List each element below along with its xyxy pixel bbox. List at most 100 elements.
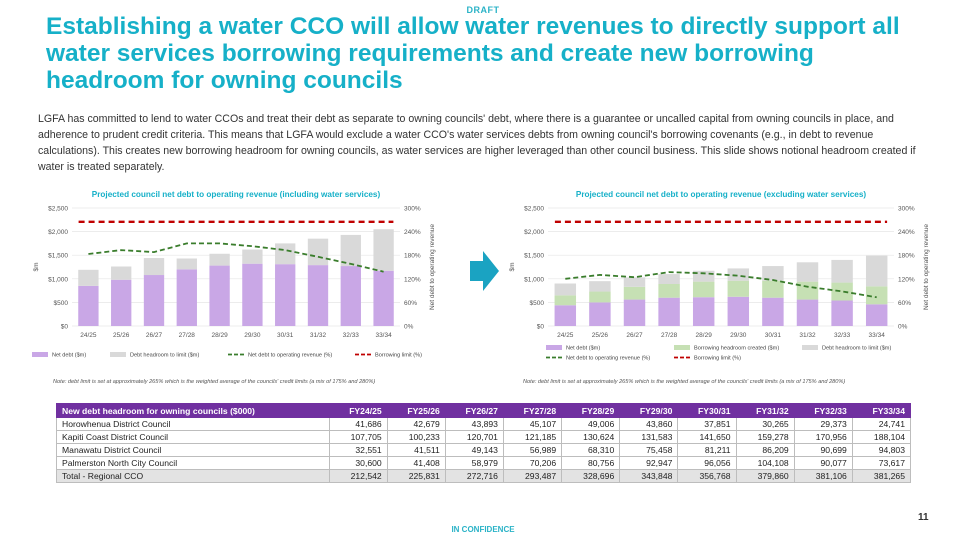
bar xyxy=(143,258,165,276)
bar xyxy=(796,262,819,282)
confidence-label: IN CONFIDENCE xyxy=(451,525,515,534)
bar xyxy=(340,266,361,326)
headroom-table: New debt headroom for owning councils ($… xyxy=(56,403,912,483)
bar xyxy=(865,255,888,287)
table-cell: 49,006 xyxy=(561,417,621,431)
slide-title: Establishing a water CCO will allow wate… xyxy=(46,13,900,94)
y2-tick-label: 0% xyxy=(898,324,908,331)
table-cell: 41,408 xyxy=(386,456,446,470)
x-tick-label: 29/30 xyxy=(730,332,747,339)
table-row-label: Manawatu District Council xyxy=(56,443,330,457)
bar xyxy=(373,229,394,271)
y2-tick-label: 300% xyxy=(404,206,421,213)
table-cell: 356,768 xyxy=(677,469,737,483)
y2-axis-label: Net debt to operating revenue xyxy=(923,224,930,310)
table-row: Kapiti Coast District Council 107,705 100,… xyxy=(56,430,912,444)
y-axis-label: $m xyxy=(509,262,516,271)
chart-excluding-water: Projected council net debt to operating … xyxy=(506,186,944,371)
x-tick-label: 27/28 xyxy=(179,332,196,339)
x-tick-label: 33/34 xyxy=(375,332,392,339)
table-cell: 43,860 xyxy=(619,417,679,431)
table-row-label: Horowhenua District Council xyxy=(56,417,330,431)
table-cell: 120,701 xyxy=(444,430,504,444)
table-cell: 37,851 xyxy=(677,417,737,431)
bar xyxy=(727,280,750,297)
legend-label: Borrowing limit (%) xyxy=(694,356,741,362)
bar xyxy=(589,291,611,303)
bar xyxy=(589,281,611,292)
table-cell: 381,265 xyxy=(851,469,912,483)
x-tick-label: 30/31 xyxy=(765,332,782,339)
bar xyxy=(727,296,750,326)
bar xyxy=(623,277,646,287)
bar xyxy=(692,270,715,282)
bar xyxy=(307,238,329,266)
table-cell: 68,310 xyxy=(561,443,621,457)
table-total-row: Total - Regional CCO 212,542 225,831 272,71… xyxy=(56,469,912,483)
x-tick-label: 31/32 xyxy=(799,332,816,339)
bar xyxy=(727,268,750,281)
table-cell: 343,848 xyxy=(619,469,679,483)
table-cell: 104,108 xyxy=(735,456,795,470)
y-tick-label: $500 xyxy=(530,300,545,307)
x-tick-label: 26/27 xyxy=(146,332,163,339)
table-cell: 73,617 xyxy=(851,456,912,470)
bar xyxy=(143,275,165,326)
y2-tick-label: 0% xyxy=(404,324,414,331)
table-row: Horowhenua District Council 41,686 42,679 4… xyxy=(56,417,912,431)
legend-swatch xyxy=(32,352,48,357)
table-cell: 94,803 xyxy=(851,443,912,457)
bar xyxy=(692,297,715,326)
table-row-label: Kapiti Coast District Council xyxy=(56,430,330,444)
y-tick-label: $2,000 xyxy=(524,229,544,236)
bar xyxy=(762,280,784,298)
ratio-line xyxy=(565,271,877,299)
table-header-cell: FY31/32 xyxy=(735,403,795,418)
table-cell: 92,947 xyxy=(619,456,679,470)
chart-note-right: Note: debt limit is set at approximately… xyxy=(523,379,846,385)
x-tick-label: 30/31 xyxy=(277,332,294,339)
y-tick-label: $1,500 xyxy=(48,253,68,260)
table-cell: 90,699 xyxy=(793,443,853,457)
table-row-label: Palmerston North City Council xyxy=(56,456,330,470)
bar xyxy=(865,304,888,326)
table-cell: 159,278 xyxy=(735,430,795,444)
chart-excluding-water-svg: Projected council net debt to operating … xyxy=(509,190,930,362)
x-tick-label: 24/25 xyxy=(80,332,97,339)
bar xyxy=(111,279,132,326)
draft-label: DRAFT xyxy=(466,5,500,15)
bar xyxy=(589,302,611,326)
bar xyxy=(762,297,784,326)
legend-swatch xyxy=(802,345,818,350)
bar xyxy=(275,243,296,265)
y2-axis-label: Net debt to operating revenue xyxy=(429,224,436,310)
x-tick-label: 28/29 xyxy=(696,332,713,339)
y2-tick-label: 240% xyxy=(898,229,915,236)
bar xyxy=(554,295,577,306)
legend-swatch xyxy=(546,345,562,350)
table-cell: 188,104 xyxy=(851,430,912,444)
table-cell: 225,831 xyxy=(386,469,446,483)
chart-note-left: Note: debt limit is set at approximately… xyxy=(53,379,376,385)
y-tick-label: $1,000 xyxy=(48,276,68,283)
bar xyxy=(176,269,197,326)
y2-tick-label: 120% xyxy=(404,276,421,283)
table-cell: 107,705 xyxy=(328,430,388,444)
bar xyxy=(692,281,715,298)
table-cell: 56,989 xyxy=(502,443,563,457)
table-header-cell: FY24/25 xyxy=(328,403,388,418)
table-cell: 32,551 xyxy=(328,443,388,457)
bar xyxy=(373,270,394,326)
bar xyxy=(658,297,680,326)
y2-tick-label: 240% xyxy=(404,229,421,236)
bar xyxy=(658,274,680,284)
table-header-cell: FY28/29 xyxy=(561,403,621,418)
table-row: Manawatu District Council 32,551 41,511 49,… xyxy=(56,443,912,457)
y-tick-label: $1,000 xyxy=(524,276,544,283)
y-tick-label: $0 xyxy=(537,324,545,331)
legend-label: Debt headroom to limit ($m) xyxy=(822,346,891,352)
table-cell: 130,624 xyxy=(561,430,621,444)
bar xyxy=(762,266,784,281)
table-cell: 80,756 xyxy=(561,456,621,470)
right-arrow-icon xyxy=(470,250,500,297)
